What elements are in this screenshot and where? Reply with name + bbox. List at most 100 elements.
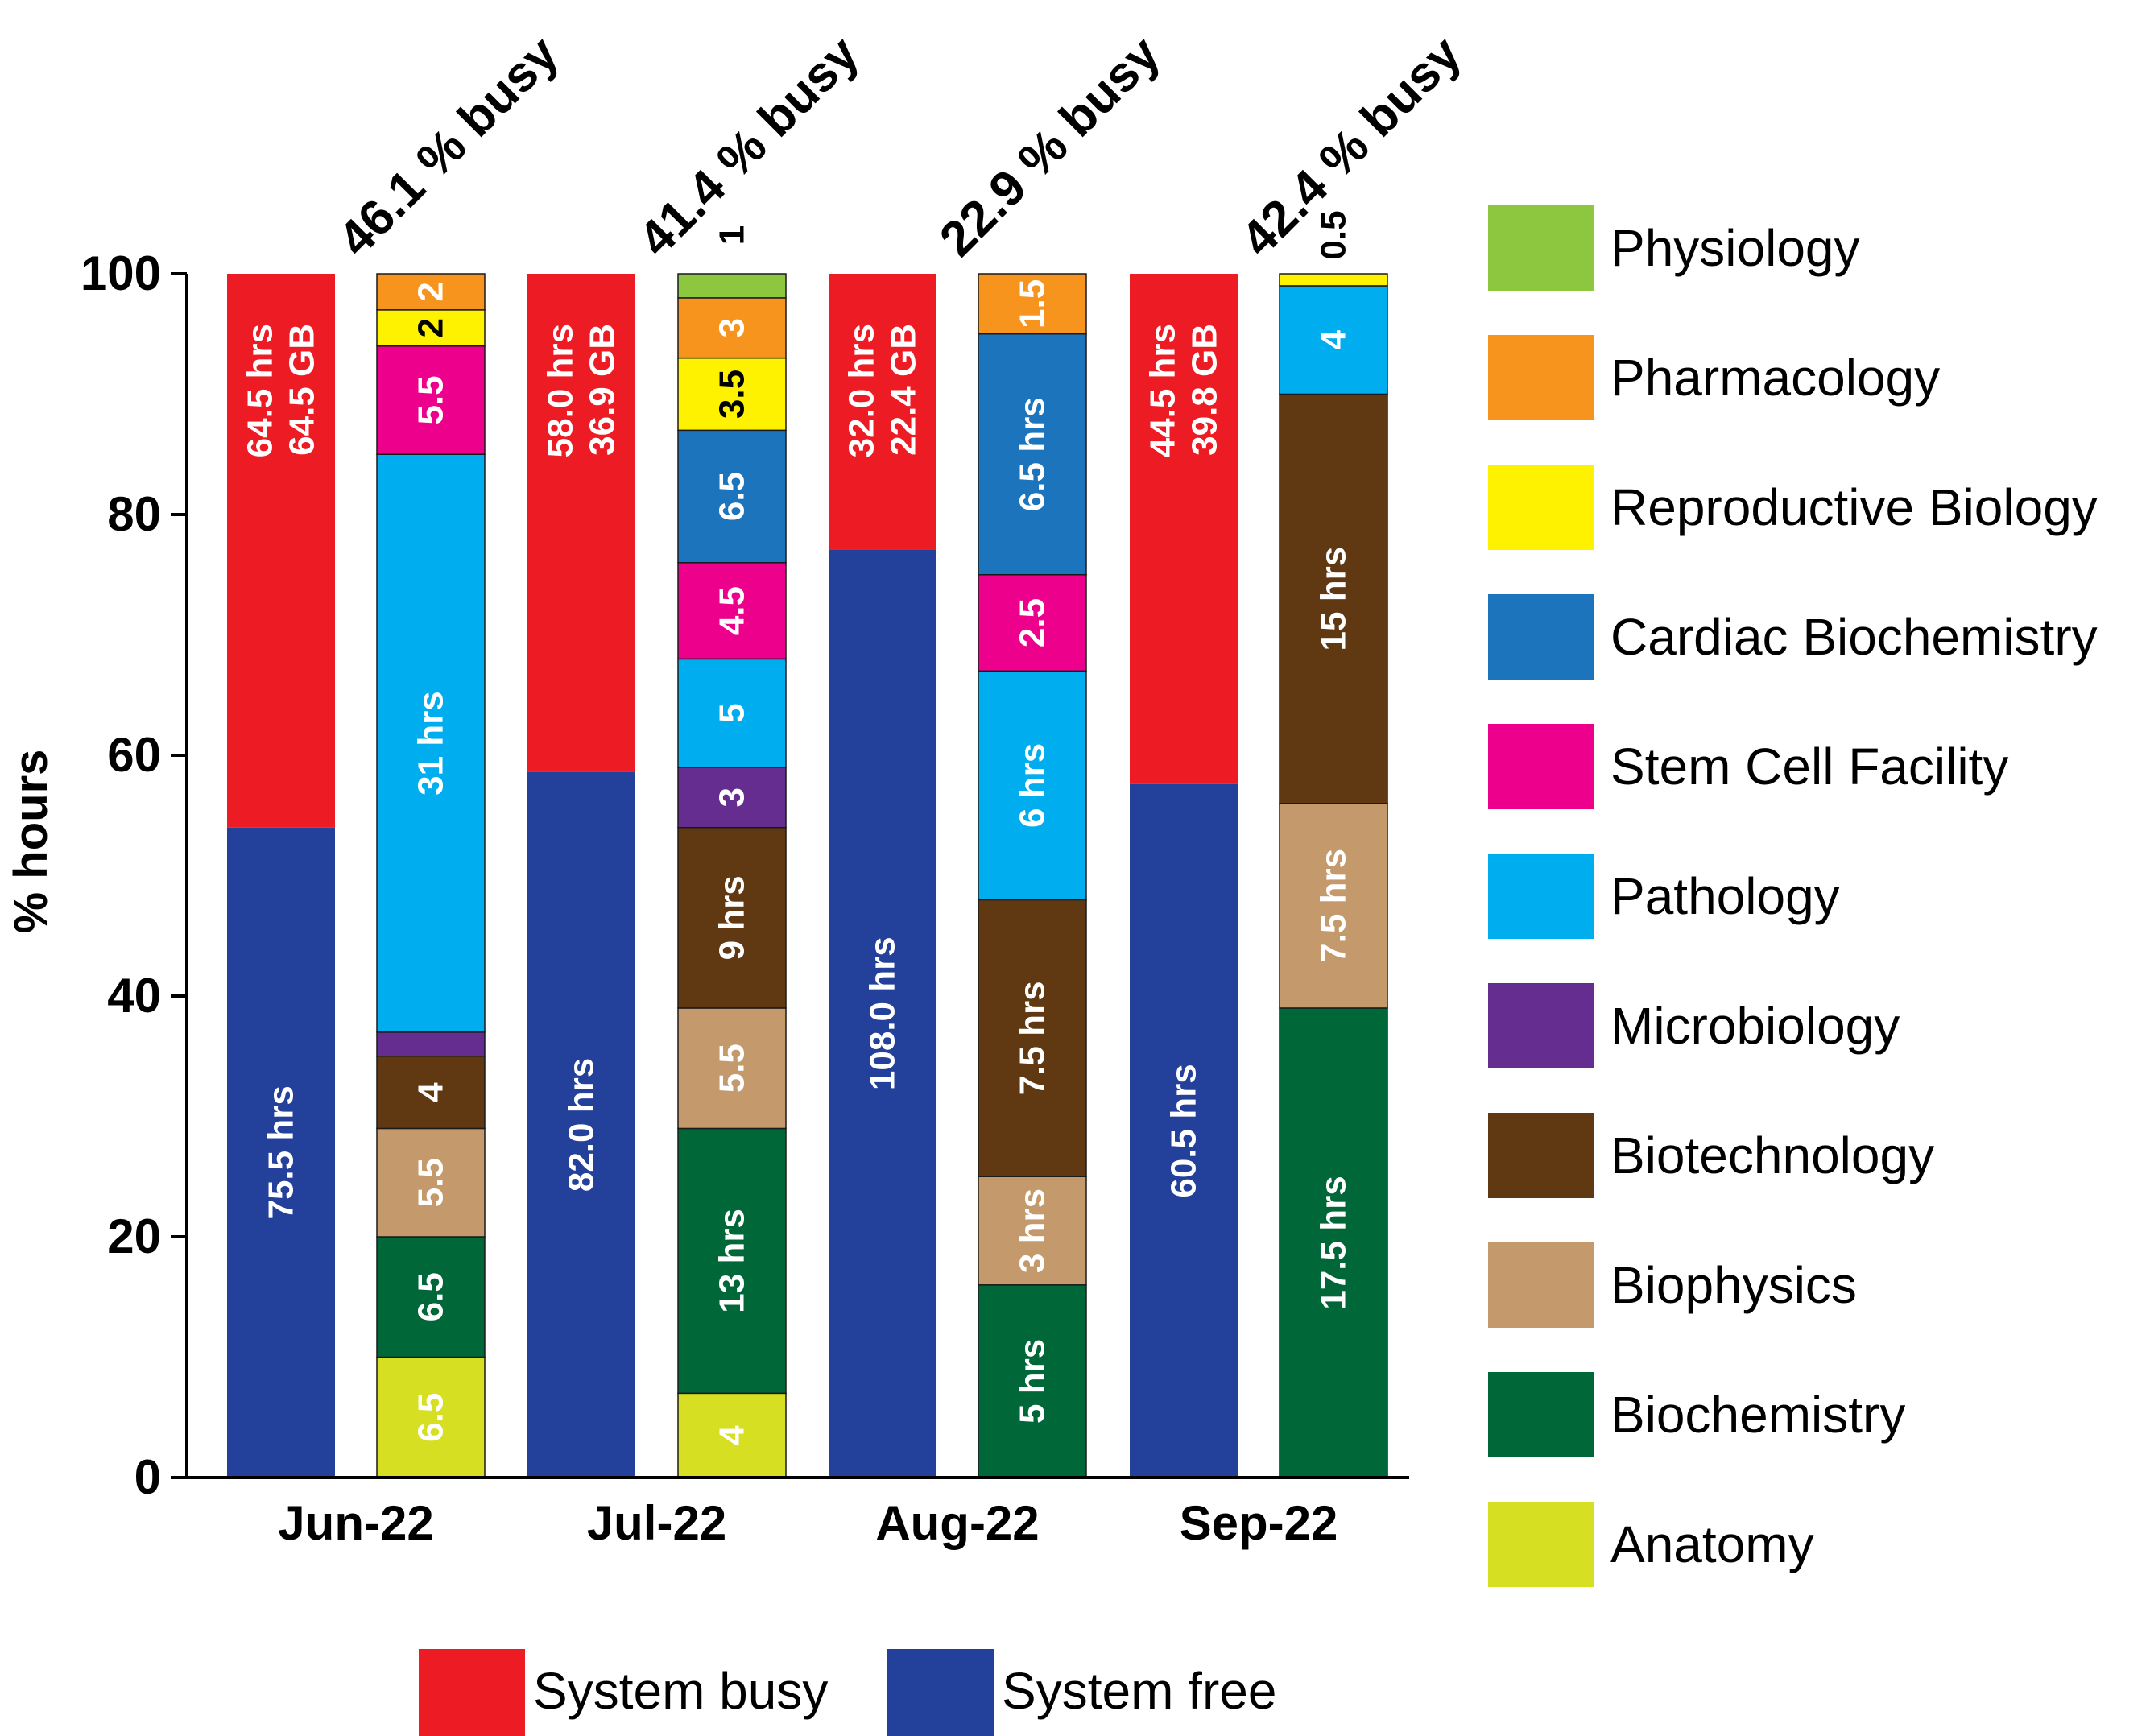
system-busy-hours-label: 44.5 hrs bbox=[1143, 324, 1183, 457]
system-busy-segment bbox=[527, 274, 635, 772]
system-free-label: 82.0 hrs bbox=[562, 1058, 602, 1192]
legend-swatch-system-busy bbox=[419, 1649, 525, 1736]
legend-label-system-busy: System busy bbox=[533, 1662, 828, 1720]
system-busy-segment bbox=[829, 274, 936, 550]
legend-label-pathology: Pathology bbox=[1610, 867, 1840, 925]
y-tick-label: 100 bbox=[81, 246, 161, 300]
legend-label-biochemistry: Biochemistry bbox=[1610, 1386, 1905, 1444]
y-ticks: 0 20 40 60 80 100 bbox=[81, 246, 187, 1504]
legend-swatch-system-free bbox=[887, 1649, 994, 1736]
legend-label-physiology: Physiology bbox=[1610, 219, 1860, 277]
legend-label-reproductive-biology: Reproductive Biology bbox=[1610, 478, 2098, 536]
segment-label-biophysics: 3 hrs bbox=[1013, 1188, 1052, 1273]
segment-label-biochemistry: 13 hrs bbox=[713, 1209, 752, 1313]
y-tick-label: 20 bbox=[107, 1209, 161, 1263]
segment-biochemistry bbox=[677, 1127, 787, 1395]
system-busy-segment bbox=[227, 274, 335, 828]
y-tick-label: 60 bbox=[107, 728, 161, 782]
segment-label-pharmacology: 1.5 bbox=[1013, 279, 1052, 329]
segment-pharmacology bbox=[978, 273, 1087, 335]
segment-label-anatomy: 4 bbox=[713, 1425, 752, 1445]
legend-swatch-pathology bbox=[1488, 854, 1594, 939]
segment-label-reproductive-biology: 2 bbox=[411, 318, 451, 337]
system-busy-gb-label: 39.8 GB bbox=[1185, 324, 1225, 456]
segment-pharmacology bbox=[677, 297, 787, 359]
segment-pathology bbox=[677, 658, 787, 768]
system-free-segment bbox=[527, 771, 635, 1478]
segment-biophysics bbox=[1279, 803, 1388, 1009]
system-busy-hours-label: 64.5 hrs bbox=[241, 324, 280, 457]
x-tick-label: Sep-22 bbox=[1180, 1496, 1338, 1550]
legend-swatch-anatomy bbox=[1488, 1502, 1594, 1587]
department-legend: Physiology Pharmacology Reproductive Biolo… bbox=[1488, 205, 2098, 1587]
segment-label-biochemistry: 6.5 bbox=[411, 1272, 451, 1321]
y-axis-label: % hours bbox=[5, 750, 57, 934]
legend-label-cardiac-biochemistry: Cardiac Biochemistry bbox=[1610, 608, 2098, 666]
segment-label-biotechnology: 4 bbox=[411, 1082, 451, 1102]
legend-swatch-physiology bbox=[1488, 205, 1594, 291]
segment-biotechnology bbox=[978, 899, 1087, 1178]
legend-swatch-cardiac-biochemistry bbox=[1488, 594, 1594, 680]
segment-label-biophysics: 5.5 bbox=[411, 1158, 451, 1207]
segment-biochemistry bbox=[1279, 1007, 1388, 1478]
segment-reproductive-biology bbox=[677, 357, 787, 432]
legend-label-microbiology: Microbiology bbox=[1610, 997, 1900, 1055]
segment-label-stem-cell-facility: 2.5 bbox=[1013, 598, 1052, 647]
segment-cardiac-biochemistry bbox=[978, 333, 1087, 576]
legend-swatch-microbiology bbox=[1488, 983, 1594, 1068]
system-busy-hours-label: 58.0 hrs bbox=[541, 324, 581, 457]
segment-label-stem-cell-facility: 5.5 bbox=[411, 375, 451, 424]
legend-swatch-pharmacology bbox=[1488, 335, 1594, 420]
x-tick-labels: Jun-22 Jul-22 Aug-22 Sep-22 bbox=[278, 1496, 1338, 1550]
segment-biophysics bbox=[677, 1007, 787, 1130]
segment-label-pathology: 4 bbox=[1314, 329, 1354, 349]
legend-swatch-biotechnology bbox=[1488, 1113, 1594, 1198]
segment-biochemistry bbox=[376, 1236, 486, 1358]
legend-label-stem-cell-facility: Stem Cell Facility bbox=[1610, 738, 2008, 796]
segment-label-biotechnology: 15 hrs bbox=[1314, 547, 1354, 651]
legend-label-system-free: System free bbox=[1002, 1662, 1276, 1720]
segment-reproductive-biology bbox=[1279, 273, 1388, 287]
legend-label-biotechnology: Biotechnology bbox=[1610, 1126, 1934, 1184]
segment-pathology bbox=[978, 670, 1087, 901]
system-free-segment bbox=[829, 549, 936, 1478]
segment-cardiac-biochemistry bbox=[677, 429, 787, 564]
system-busy-hours-label: 32.0 hrs bbox=[842, 324, 882, 457]
segment-stem-cell-facility bbox=[376, 345, 486, 456]
legend-label-anatomy: Anatomy bbox=[1610, 1515, 1814, 1573]
segment-label-biophysics: 5.5 bbox=[713, 1044, 752, 1093]
segment-label-pathology: 31 hrs bbox=[411, 691, 451, 796]
segment-reproductive-biology bbox=[376, 309, 486, 347]
system-busy-segment bbox=[1130, 274, 1238, 784]
segment-label-biotechnology: 7.5 hrs bbox=[1013, 981, 1052, 1095]
busy-percent-labels: 46.1 % busy 41.4 % busy 22.9 % busy 42.4 % … bbox=[328, 26, 1472, 267]
segment-label-anatomy: 6.5 bbox=[411, 1393, 451, 1442]
legend-swatch-biophysics bbox=[1488, 1242, 1594, 1328]
segment-biotechnology bbox=[1279, 393, 1388, 804]
legend-swatch-reproductive-biology bbox=[1488, 465, 1594, 550]
segment-stem-cell-facility bbox=[677, 562, 787, 660]
x-tick-label: Jul-22 bbox=[587, 1496, 726, 1550]
x-tick-label: Jun-22 bbox=[278, 1496, 433, 1550]
legend-swatch-stem-cell-facility bbox=[1488, 724, 1594, 809]
axes: % hours bbox=[5, 274, 1409, 1479]
y-tick-label: 0 bbox=[134, 1450, 161, 1504]
y-tick-label: 40 bbox=[107, 969, 161, 1023]
segment-pathology bbox=[1279, 285, 1388, 395]
segment-label-microbiology: 3 bbox=[713, 787, 752, 807]
x-tick-label: Aug-22 bbox=[875, 1496, 1039, 1550]
bars-layer: 75.5 hrs 64.5 hrs 64.5 GB 6.5 6.5 5.5 4 31 hrs 5… bbox=[227, 210, 1388, 1478]
segment-label-biophysics: 7.5 hrs bbox=[1314, 849, 1354, 963]
segment-label-biochemistry: 17.5 hrs bbox=[1314, 1176, 1354, 1309]
segment-label-pharmacology: 2 bbox=[411, 282, 451, 301]
system-free-segment bbox=[227, 827, 335, 1478]
segment-biophysics bbox=[978, 1176, 1087, 1286]
segment-label-cardiac-biochemistry: 6.5 bbox=[713, 472, 752, 521]
legend-swatch-biochemistry bbox=[1488, 1372, 1594, 1457]
segment-label-pathology: 6 hrs bbox=[1013, 743, 1052, 828]
busy-percent-label: 22.9 % busy bbox=[929, 26, 1171, 267]
system-free-label: 75.5 hrs bbox=[262, 1085, 301, 1219]
segment-biochemistry bbox=[978, 1284, 1087, 1478]
segment-label-physiology: 1 bbox=[713, 225, 752, 245]
